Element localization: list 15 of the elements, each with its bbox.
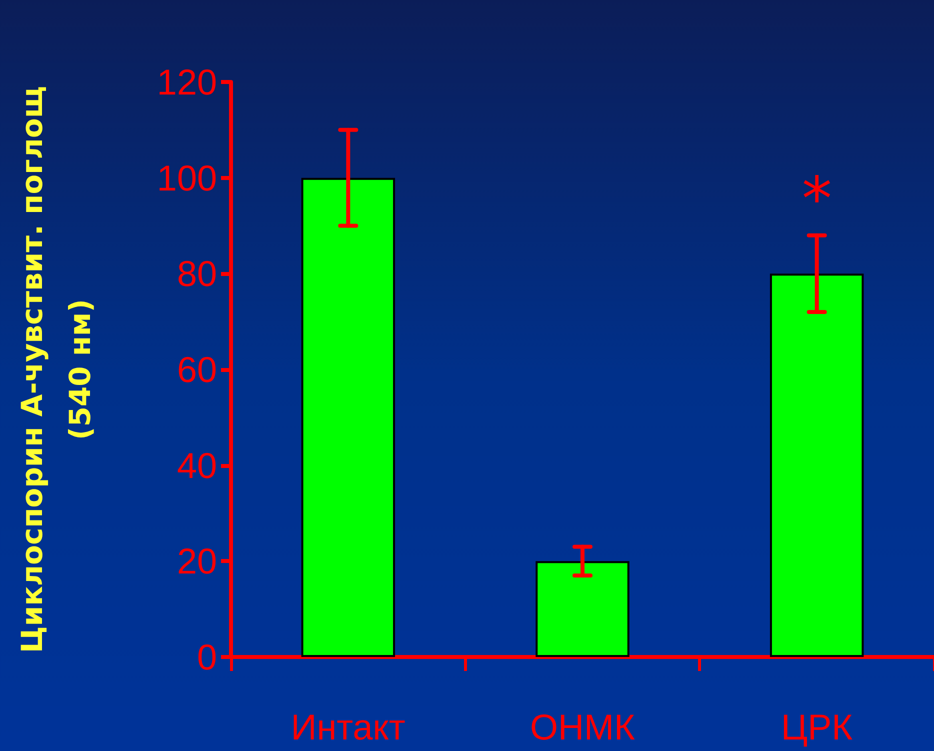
bar <box>770 274 864 657</box>
y-tick-label: 120 <box>156 62 217 102</box>
y-tick-label: 0 <box>196 636 217 678</box>
x-tick-label: ЦРК <box>781 706 853 748</box>
y-axis-title: Циклоспорин А-чувствит. поглощ (540 нм) <box>15 86 97 654</box>
y-tick-label: 80 <box>176 253 217 294</box>
y-tick-label: 20 <box>176 540 217 582</box>
y-tick-label: 40 <box>176 444 217 486</box>
bar <box>536 561 630 657</box>
x-tick-label: ОНМК <box>530 706 636 748</box>
x-tick-label: Интакт <box>290 706 406 748</box>
bar <box>301 178 396 657</box>
annotation: * <box>802 164 832 235</box>
y-tick-label: 60 <box>176 349 217 390</box>
y-tick-label: 100 <box>156 157 217 198</box>
